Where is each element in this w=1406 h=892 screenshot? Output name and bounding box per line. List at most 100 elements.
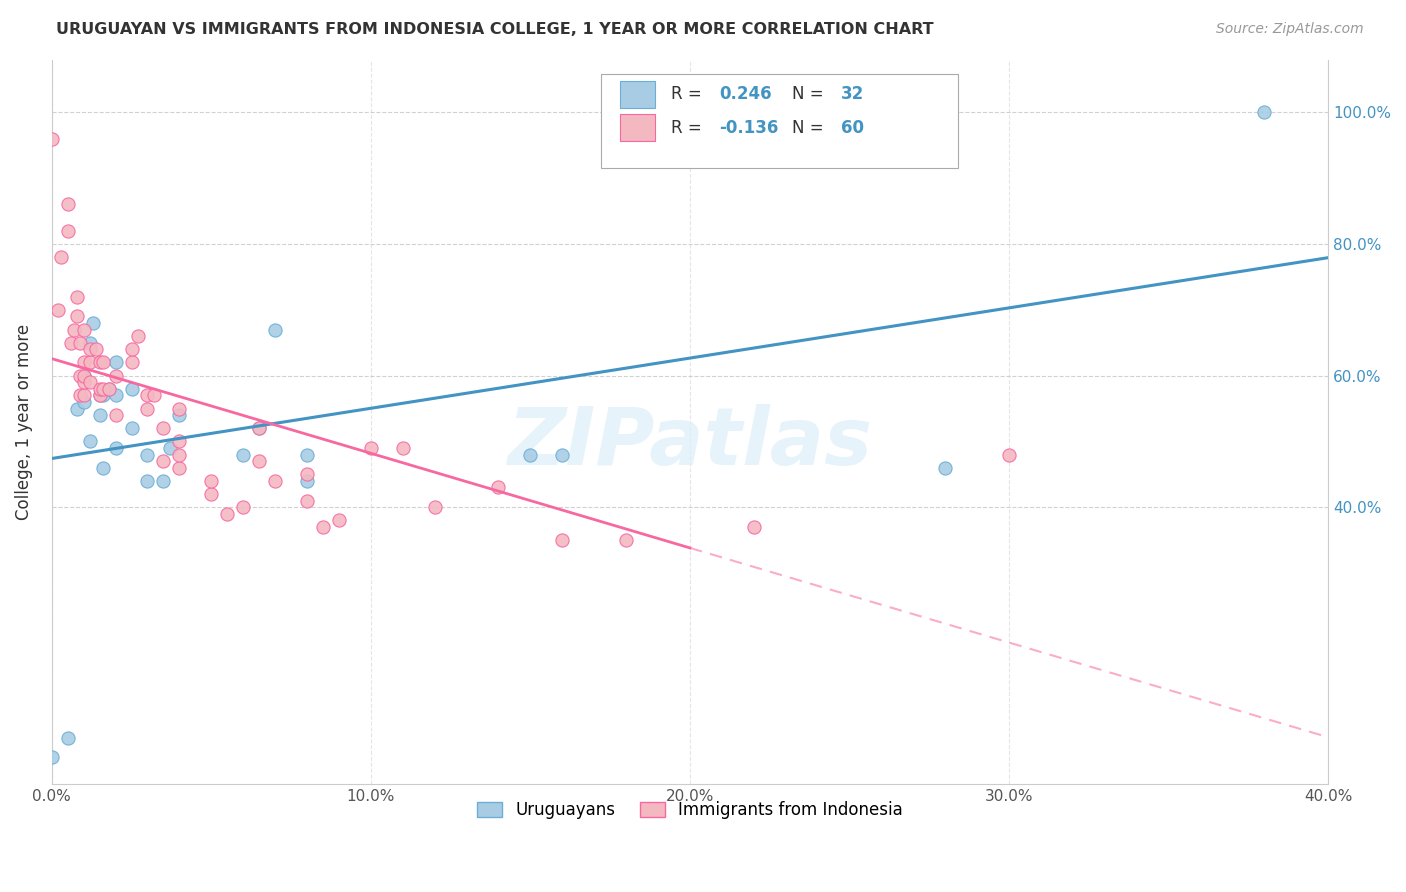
Point — [121, 355, 143, 369]
Point — [998, 448, 1021, 462]
Point — [69, 368, 91, 383]
Point — [200, 474, 222, 488]
Point — [79, 434, 101, 449]
Point — [104, 408, 127, 422]
Point — [169, 460, 191, 475]
Point — [121, 421, 143, 435]
Point — [91, 388, 114, 402]
Point — [551, 533, 574, 548]
Point — [312, 520, 335, 534]
Point — [89, 355, 111, 369]
Point — [328, 513, 350, 527]
Point — [46, 302, 69, 317]
Point — [200, 487, 222, 501]
Point — [73, 395, 96, 409]
Point — [127, 329, 149, 343]
Point — [934, 460, 956, 475]
Point — [142, 388, 165, 402]
Point — [73, 388, 96, 402]
Point — [169, 434, 191, 449]
Point — [551, 448, 574, 462]
Point — [56, 197, 79, 211]
Point — [66, 401, 89, 416]
Point — [59, 335, 82, 350]
Point — [136, 474, 159, 488]
Point — [232, 500, 254, 515]
Point — [79, 343, 101, 357]
Point — [51, 250, 73, 264]
Point — [264, 322, 287, 336]
Point — [73, 355, 96, 369]
Text: ZIPatlas: ZIPatlas — [508, 404, 873, 483]
Text: 0.246: 0.246 — [720, 86, 772, 103]
Point — [519, 448, 541, 462]
Point — [169, 401, 191, 416]
Point — [488, 481, 510, 495]
Point — [391, 441, 413, 455]
Point — [264, 474, 287, 488]
Point — [79, 335, 101, 350]
Point — [360, 441, 382, 455]
Point — [79, 375, 101, 389]
Point — [66, 310, 89, 324]
Point — [423, 500, 446, 515]
Point — [136, 388, 159, 402]
Point — [69, 388, 91, 402]
Point — [152, 474, 174, 488]
Point — [56, 731, 79, 745]
Point — [295, 474, 318, 488]
Point — [232, 448, 254, 462]
Point — [247, 454, 270, 468]
Bar — [620, 114, 655, 142]
Text: R =: R = — [671, 86, 707, 103]
Point — [742, 520, 765, 534]
Text: Source: ZipAtlas.com: Source: ZipAtlas.com — [1216, 22, 1364, 37]
Point — [121, 343, 143, 357]
Bar — [620, 80, 655, 108]
Point — [295, 448, 318, 462]
Point — [41, 131, 63, 145]
Text: 32: 32 — [841, 86, 863, 103]
Text: 60: 60 — [841, 119, 863, 136]
Point — [1253, 105, 1275, 120]
Point — [73, 375, 96, 389]
Point — [104, 355, 127, 369]
Point — [89, 408, 111, 422]
Text: N =: N = — [792, 86, 830, 103]
Point — [614, 533, 637, 548]
Legend: Uruguayans, Immigrants from Indonesia: Uruguayans, Immigrants from Indonesia — [470, 795, 910, 826]
Point — [247, 421, 270, 435]
Point — [63, 322, 86, 336]
Text: -0.136: -0.136 — [720, 119, 779, 136]
Point — [69, 335, 91, 350]
Point — [217, 507, 239, 521]
Point — [82, 316, 104, 330]
Point — [89, 388, 111, 402]
Point — [159, 441, 181, 455]
Point — [169, 408, 191, 422]
Point — [169, 448, 191, 462]
Point — [91, 460, 114, 475]
Point — [152, 454, 174, 468]
Point — [89, 388, 111, 402]
Point — [104, 441, 127, 455]
Point — [152, 421, 174, 435]
Point — [73, 368, 96, 383]
Point — [89, 382, 111, 396]
Text: URUGUAYAN VS IMMIGRANTS FROM INDONESIA COLLEGE, 1 YEAR OR MORE CORRELATION CHART: URUGUAYAN VS IMMIGRANTS FROM INDONESIA C… — [56, 22, 934, 37]
Text: N =: N = — [792, 119, 830, 136]
Point — [79, 355, 101, 369]
Point — [98, 382, 121, 396]
Point — [104, 368, 127, 383]
Point — [295, 493, 318, 508]
Point — [41, 750, 63, 764]
Point — [56, 224, 79, 238]
Point — [136, 448, 159, 462]
Point — [91, 382, 114, 396]
Point — [121, 382, 143, 396]
Text: R =: R = — [671, 119, 707, 136]
Point — [66, 289, 89, 303]
Point — [86, 343, 108, 357]
Point — [104, 388, 127, 402]
Y-axis label: College, 1 year or more: College, 1 year or more — [15, 324, 32, 520]
